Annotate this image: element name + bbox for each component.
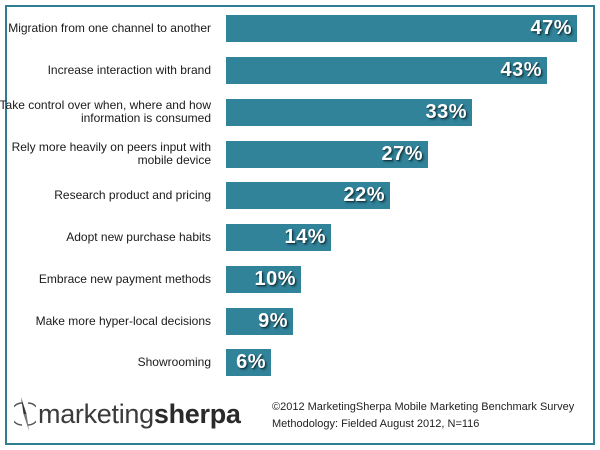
data-bar: 47% [226,15,577,42]
category-label: Migration from one channel to another [8,20,211,35]
logo-text-sherpa: sherpa [153,398,241,429]
data-bar: 27% [226,141,428,168]
bar-row: Migration from one channel to another 47% [0,14,600,42]
value-label: 10% [254,268,296,290]
data-bar: 33% [226,99,472,126]
value-label: 6% [236,351,266,373]
data-bar: 43% [226,57,547,84]
category-label: Embrace new payment methods [38,271,211,286]
data-bar: 6% [226,349,271,376]
data-bar: 14% [226,224,331,251]
value-label: 22% [343,184,385,206]
value-label: 47% [530,17,572,39]
bar-row: Showrooming 6% [0,348,600,376]
bar-row: Rely more heavily on peers input with mo… [0,140,600,168]
bar-row: Adopt new purchase habits 14% [0,223,600,251]
bar-row: Increase interaction with brand 43% [0,56,600,84]
bar-row: Make more hyper-local decisions 9% [0,307,600,335]
value-label: 33% [425,101,467,123]
bar-row: Embrace new payment methods 10% [0,265,600,293]
category-label: Research product and pricing [54,187,211,202]
data-bar: 10% [226,266,301,293]
category-label: Increase interaction with brand [47,62,211,77]
bar-row: Take control over when, where and how in… [0,98,600,126]
marketingsherpa-logo: marketing sherpa [14,394,241,434]
value-label: 9% [258,310,288,332]
data-bar: 9% [226,308,293,335]
compass-needle-icon [14,397,36,431]
source-footnote: ©2012 MarketingSherpa Mobile Marketing B… [272,399,574,433]
value-label: 14% [284,226,326,248]
value-label: 27% [381,143,423,165]
value-label: 43% [500,59,542,81]
category-label: Adopt new purchase habits [66,229,211,244]
category-label: Make more hyper-local decisions [35,313,211,328]
bar-row: Research product and pricing 22% [0,181,600,209]
copyright-text: ©2012 MarketingSherpa Mobile Marketing B… [272,401,575,413]
data-bar: 22% [226,182,390,209]
category-label: Rely more heavily on peers input with mo… [11,140,211,167]
category-label: Showrooming [137,354,211,369]
methodology-text: Methodology: Fielded August 2012, N=116 [272,418,480,430]
logo-text-marketing: marketing [38,398,154,429]
category-label: Take control over when, where and how in… [0,98,211,125]
